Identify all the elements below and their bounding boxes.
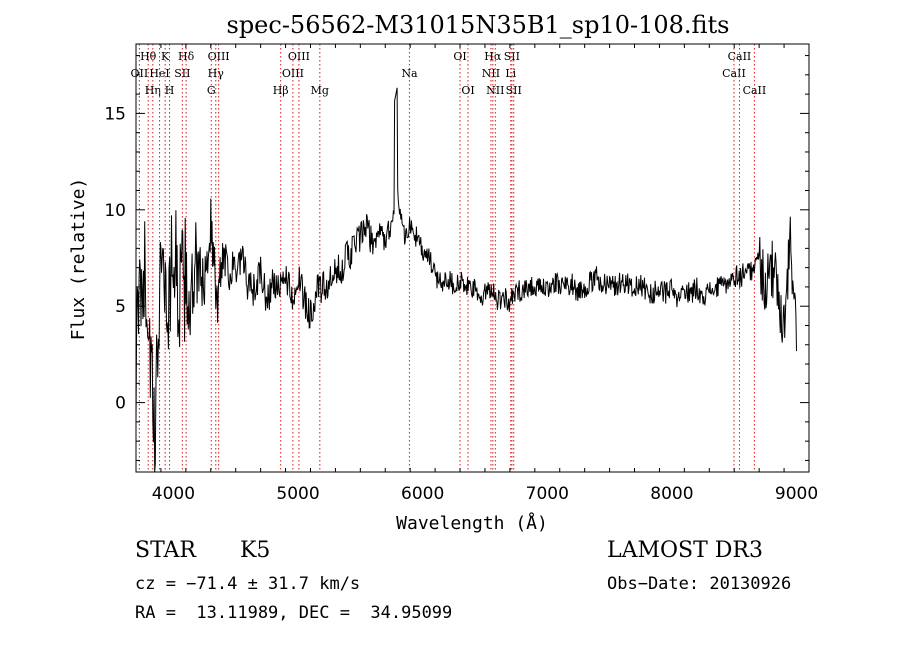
- object-subclass: K5: [240, 538, 271, 563]
- x-axis-label: Wavelength (Å): [396, 512, 548, 534]
- x-tick-label: 6000: [401, 484, 444, 504]
- line-marker-label: CaII: [743, 84, 767, 97]
- line-marker-label: SII: [504, 50, 520, 63]
- line-marker-label: G: [207, 84, 216, 97]
- plot-frame: [135, 43, 810, 473]
- line-marker-label: Li: [505, 67, 516, 80]
- series-layer: [135, 87, 797, 473]
- line-marker-label: OIII: [282, 67, 304, 80]
- x-tick-label: 7000: [526, 484, 569, 504]
- redshift-velocity: cz = −71.4 ± 31.7 km/s: [135, 574, 361, 594]
- line-marker-label: HeI: [149, 67, 169, 80]
- line-marker-label: SII: [506, 84, 522, 97]
- x-tick-label: 5000: [276, 484, 319, 504]
- line-marker-label: SII: [174, 67, 190, 80]
- line-marker-label: NII: [482, 67, 500, 80]
- line-marker-label: K: [161, 50, 170, 63]
- y-axis-label: Flux (relative): [68, 178, 89, 341]
- line-marker-label: Mg: [311, 84, 329, 97]
- survey-name: LAMOST DR3: [607, 538, 763, 563]
- x-tick-label: 8000: [650, 484, 693, 504]
- y-tick-label: 0: [115, 394, 126, 414]
- x-tick-label: 4000: [152, 484, 195, 504]
- x-axis: 4000 5000 6000 7000 8000 9000: [152, 44, 818, 504]
- coordinates: RA = 13.11989, DEC = 34.95099: [135, 603, 453, 623]
- line-marker-label: OI: [461, 84, 474, 97]
- line-marker-label: Na: [401, 67, 418, 80]
- y-tick-label: 10: [104, 201, 126, 221]
- line-marker-label: H: [165, 84, 175, 97]
- line-marker-label: OIII: [208, 50, 230, 63]
- y-tick-label: 15: [104, 104, 126, 124]
- object-class: STAR: [135, 538, 196, 563]
- line-marker-label: Hγ: [208, 67, 225, 80]
- x-tick-label: 9000: [775, 484, 818, 504]
- line-marker-label: Hθ: [140, 50, 157, 63]
- line-marker-label: Hδ: [178, 50, 195, 63]
- line-marker-label: NII: [486, 84, 504, 97]
- line-marker-label: OIII: [288, 50, 310, 63]
- y-tick-label: 5: [115, 297, 126, 317]
- flux-series-line: [135, 87, 797, 473]
- line-marker-label: Hα: [484, 50, 502, 63]
- line-markers: OII Hθ Hη HeI K H SII Hδ G Hγ OIII Hβ OIII OIII Mg Na OI…: [131, 44, 767, 472]
- line-marker-label: CaII: [722, 67, 746, 80]
- line-marker-label: CaII: [728, 50, 752, 63]
- y-axis: 0 5 10 15: [104, 55, 809, 461]
- line-marker-label: Hβ: [273, 84, 289, 97]
- line-marker-label: OII: [131, 67, 149, 80]
- obs-date: Obs−Date: 20130926: [607, 574, 792, 594]
- line-marker-label: Hη: [145, 84, 161, 97]
- chart-title: spec-56562-M31015N35B1_sp10-108.fits: [227, 11, 730, 39]
- line-marker-label: OI: [453, 50, 466, 63]
